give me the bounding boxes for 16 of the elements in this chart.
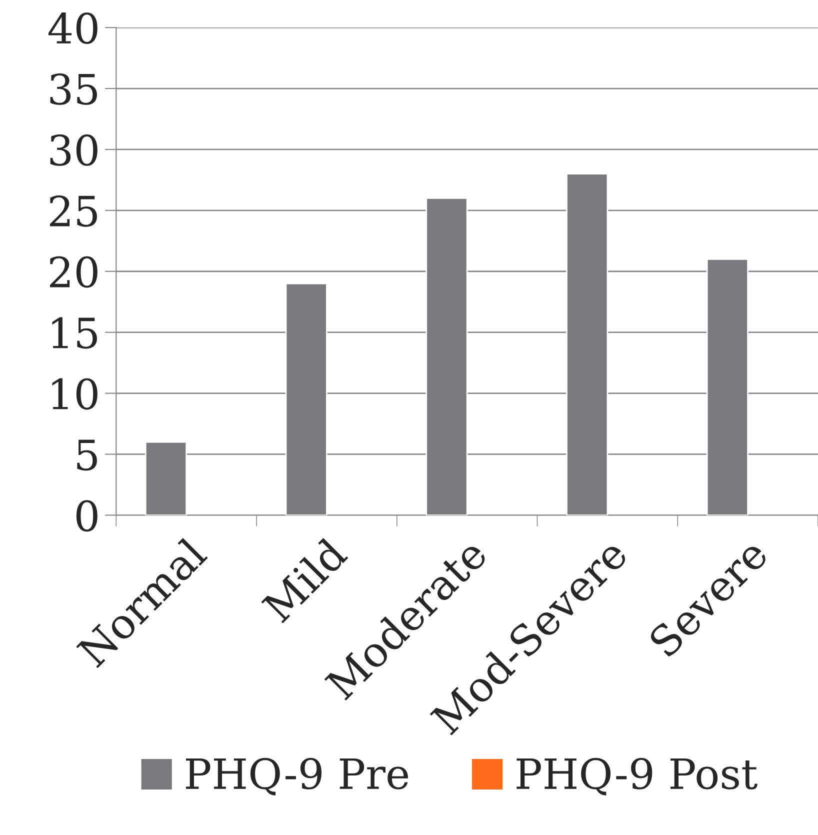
y-tick-label: 40 bbox=[48, 12, 98, 44]
bar bbox=[426, 198, 468, 516]
y-tick-label: 15 bbox=[52, 317, 97, 349]
y-tick-label: 35 bbox=[50, 73, 97, 105]
bar bbox=[706, 258, 749, 516]
legend-label: PHQ-9 Pre bbox=[186, 758, 408, 796]
y-tick-label: 30 bbox=[50, 134, 98, 166]
y-tick-label: 5 bbox=[77, 440, 97, 471]
y-tick-label: 20 bbox=[50, 256, 98, 288]
bar bbox=[144, 441, 188, 516]
bar bbox=[566, 173, 608, 516]
y-tick-label: 25 bbox=[50, 195, 97, 227]
y-tick-label: 0 bbox=[76, 500, 98, 532]
bar bbox=[285, 282, 328, 516]
y-tick-label: 10 bbox=[52, 378, 98, 410]
legend-label: PHQ-9 Post bbox=[516, 758, 758, 796]
